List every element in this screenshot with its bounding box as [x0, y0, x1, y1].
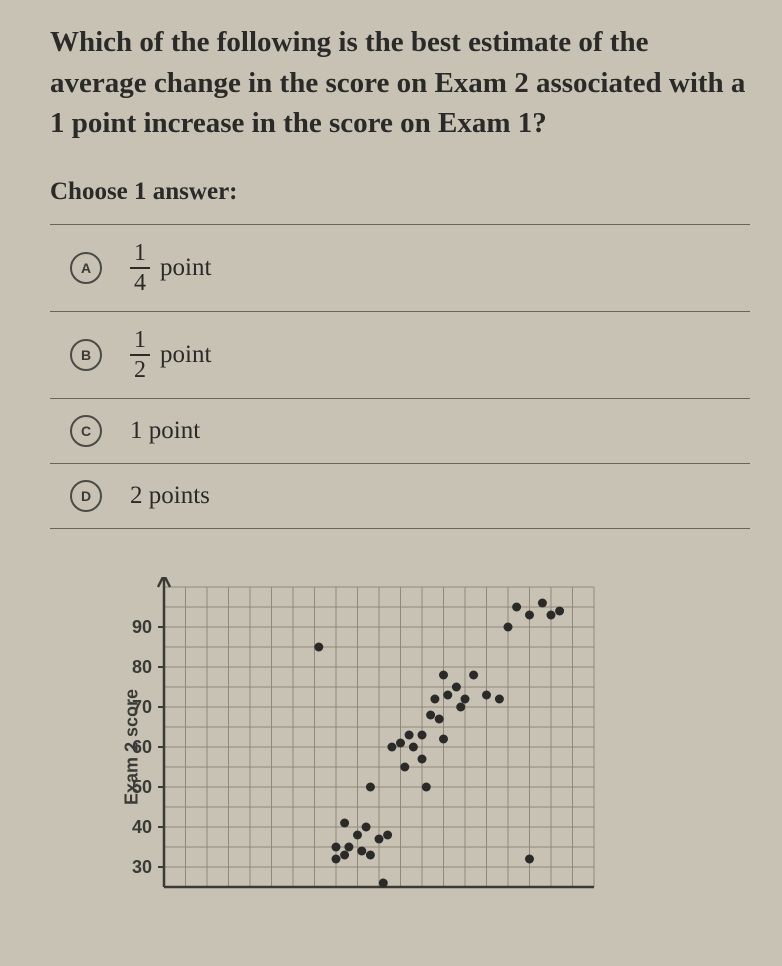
answer-a-unit: point: [160, 254, 211, 282]
answer-option-b[interactable]: B 1 2 point: [50, 312, 750, 399]
scatter-chart: Exam 2 score 30405060708090: [110, 577, 612, 917]
answer-option-c[interactable]: C 1 point: [50, 399, 750, 464]
answer-c-content: 1 point: [130, 417, 200, 445]
choose-label: Choose 1 answer:: [50, 178, 750, 206]
answer-a-content: 1 4 point: [130, 241, 211, 295]
svg-text:30: 30: [132, 857, 152, 877]
answer-b-content: 1 2 point: [130, 328, 211, 382]
radio-b[interactable]: B: [70, 339, 102, 371]
svg-text:80: 80: [132, 657, 152, 677]
answer-d-text: 2 points: [130, 482, 210, 510]
y-axis-label: Exam 2 score: [122, 689, 143, 805]
svg-text:40: 40: [132, 817, 152, 837]
fraction-a-den: 4: [130, 269, 150, 295]
radio-a[interactable]: A: [70, 252, 102, 284]
fraction-a: 1 4: [130, 241, 150, 295]
fraction-b-num: 1: [130, 328, 150, 356]
answer-c-text: 1 point: [130, 417, 200, 445]
answer-option-d[interactable]: D 2 points: [50, 464, 750, 529]
svg-text:90: 90: [132, 617, 152, 637]
question-text: Which of the following is the best estim…: [50, 22, 750, 144]
fraction-b-den: 2: [130, 356, 150, 382]
fraction-a-num: 1: [130, 241, 150, 269]
radio-d[interactable]: D: [70, 480, 102, 512]
fraction-b: 1 2: [130, 328, 150, 382]
answer-list: A 1 4 point B 1 2 point C 1 poi: [50, 224, 750, 529]
radio-c[interactable]: C: [70, 415, 102, 447]
chart-svg: 30405060708090: [110, 577, 612, 917]
answer-d-content: 2 points: [130, 482, 210, 510]
answer-option-a[interactable]: A 1 4 point: [50, 225, 750, 312]
answer-b-unit: point: [160, 341, 211, 369]
